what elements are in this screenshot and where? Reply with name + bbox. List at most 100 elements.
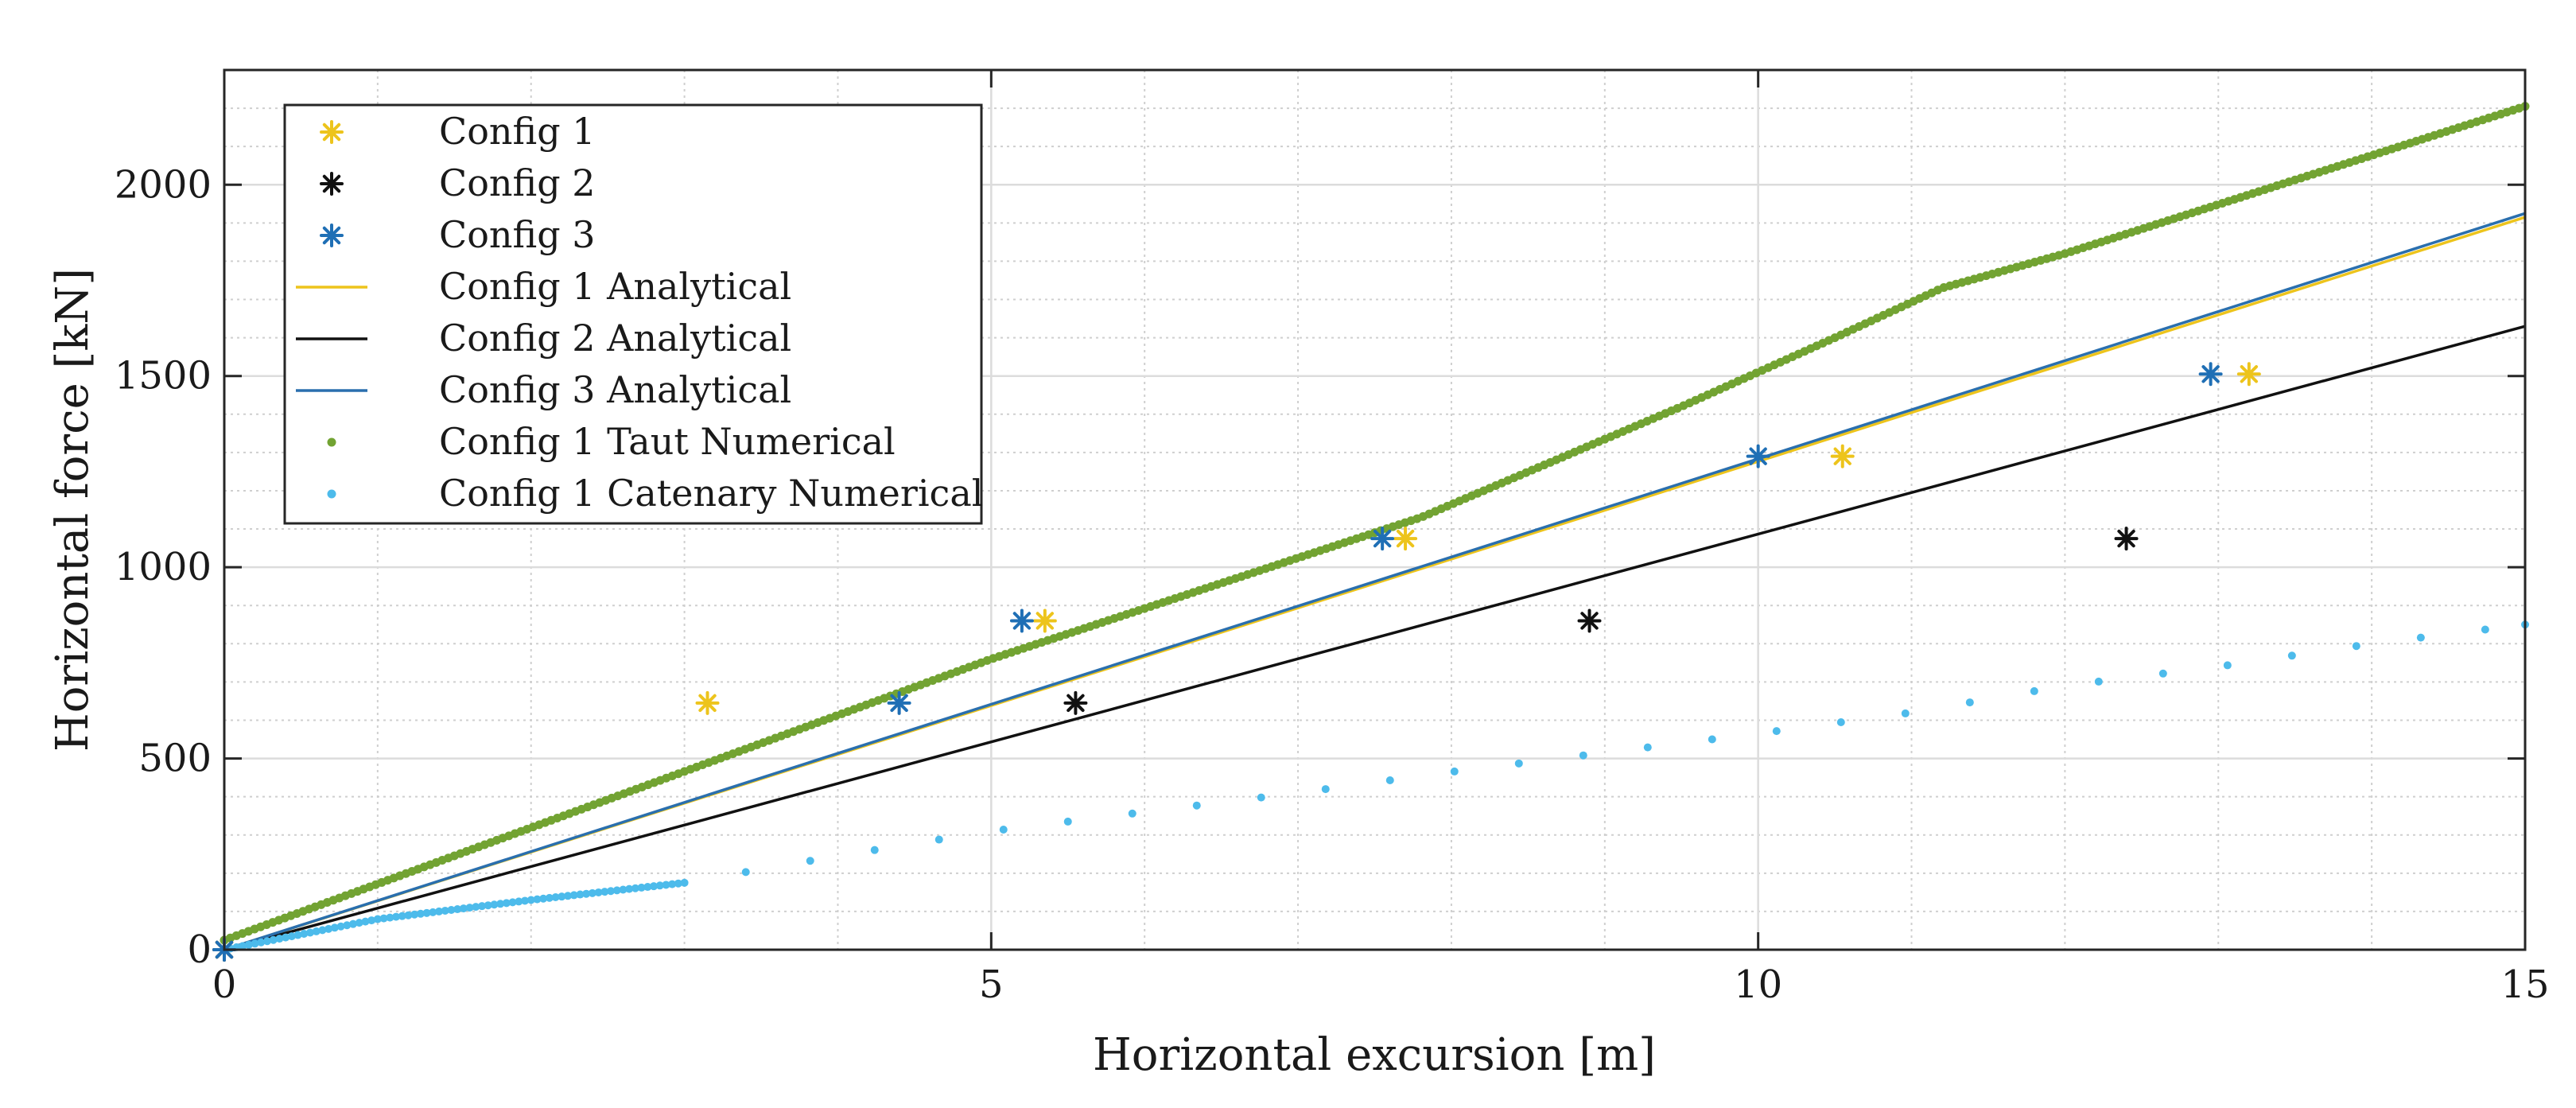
data-point [806,857,814,865]
data-point [465,904,474,912]
data-point [619,885,627,894]
data-point-stroke [698,694,717,713]
data-point [361,917,370,926]
legend-marker [320,172,344,196]
legend-dot [327,489,336,499]
legend-label: Config 1 [439,110,596,153]
data-point-stroke [2240,365,2259,383]
data-point [1708,735,1716,744]
data-point [416,909,425,918]
data-point [582,889,591,898]
x-tick-label: 5 [979,962,1004,1007]
data-point [343,921,352,930]
data-point [312,927,321,935]
data-point [1772,727,1781,736]
data-point [244,940,253,949]
data-point [631,884,639,892]
data-point-stroke [2201,365,2220,383]
series-config-2-analytical [223,325,2526,951]
data-point [379,914,388,923]
data-point [293,931,302,939]
y-tick-label: 2000 [115,162,212,207]
data-point [1579,751,1587,760]
data-point [2030,686,2038,695]
y-tick-label: 1500 [115,354,212,398]
series-line [223,212,2526,951]
legend-marker-stroke [322,174,341,193]
x-tick-label: 10 [1734,962,1782,1007]
data-point [999,826,1008,834]
data-point [2094,677,2103,686]
data-point [558,892,566,901]
data-point-stroke [1067,694,1085,713]
y-tick-label: 500 [138,737,212,781]
data-point [741,868,750,877]
data-point [1965,698,1974,707]
data-point [404,911,413,919]
data-point [2287,651,2296,660]
data-point [2352,642,2360,651]
data-point [282,933,290,942]
legend-label: Config 3 [439,213,596,256]
data-point [287,932,296,941]
data-point [2223,661,2232,670]
legend-entry-config-1-catenary-numerical: Config 1 Catenary Numerical [327,472,983,515]
data-point-stroke [1373,529,1392,548]
data-point [459,904,468,913]
data-point [2158,669,2167,678]
data-point [435,907,444,916]
series-layer [212,102,2530,962]
data-point [349,919,358,928]
data-point [269,935,278,944]
data-point [1063,690,1088,715]
data-point [643,883,652,892]
data-point [1577,608,1602,633]
data-point [1257,793,1265,802]
legend-label: Config 1 Catenary Numerical [439,472,983,515]
data-point [1009,608,1034,633]
legend-entry-config-3: Config 3 [320,213,596,256]
data-point [1746,444,1770,468]
data-point [472,903,480,912]
legend-entry-config-1-analytical: Config 1 Analytical [296,265,791,308]
data-point [508,898,517,907]
data-point [239,942,247,951]
legend-box [283,103,983,525]
data-point [674,879,682,888]
y-axis-label: Horizontal force [kN] [47,268,99,752]
data-point [257,938,266,947]
data-point-stroke [1035,612,1055,630]
data-point [1643,743,1652,752]
data-point [655,881,664,890]
data-point [330,923,339,932]
data-point [2236,362,2261,387]
data-point [410,910,419,919]
data-point [515,897,523,906]
data-point [887,690,911,715]
data-point [429,908,437,916]
legend-label: Config 2 [439,161,596,204]
axis-ticks: 0 5 10 15 0 500 1000 1500 2000 [115,70,2550,1007]
legend: Config 1 Config 2 Config 3 Config 1 Analyti… [283,103,983,525]
data-point [1901,709,1910,717]
data-point [1321,785,1330,794]
data-point-stroke [1012,612,1032,630]
data-point [324,924,333,933]
data-point [306,928,315,937]
legend-entry-config-1: Config 1 [320,110,596,153]
data-point [1450,767,1459,776]
data-point [2198,362,2223,387]
data-point [392,912,401,921]
data-point [2114,527,2139,551]
data-point [251,939,259,948]
plot-frame [223,68,2527,951]
data-point [870,846,879,854]
data-point [355,919,363,927]
legend-dot [327,437,336,447]
data-point [680,878,689,887]
data-point [1385,776,1394,784]
x-tick-label: 0 [212,962,237,1007]
data-point [564,892,573,900]
legend-marker [320,224,344,247]
series-config-1-taut-numerical [220,102,2530,945]
